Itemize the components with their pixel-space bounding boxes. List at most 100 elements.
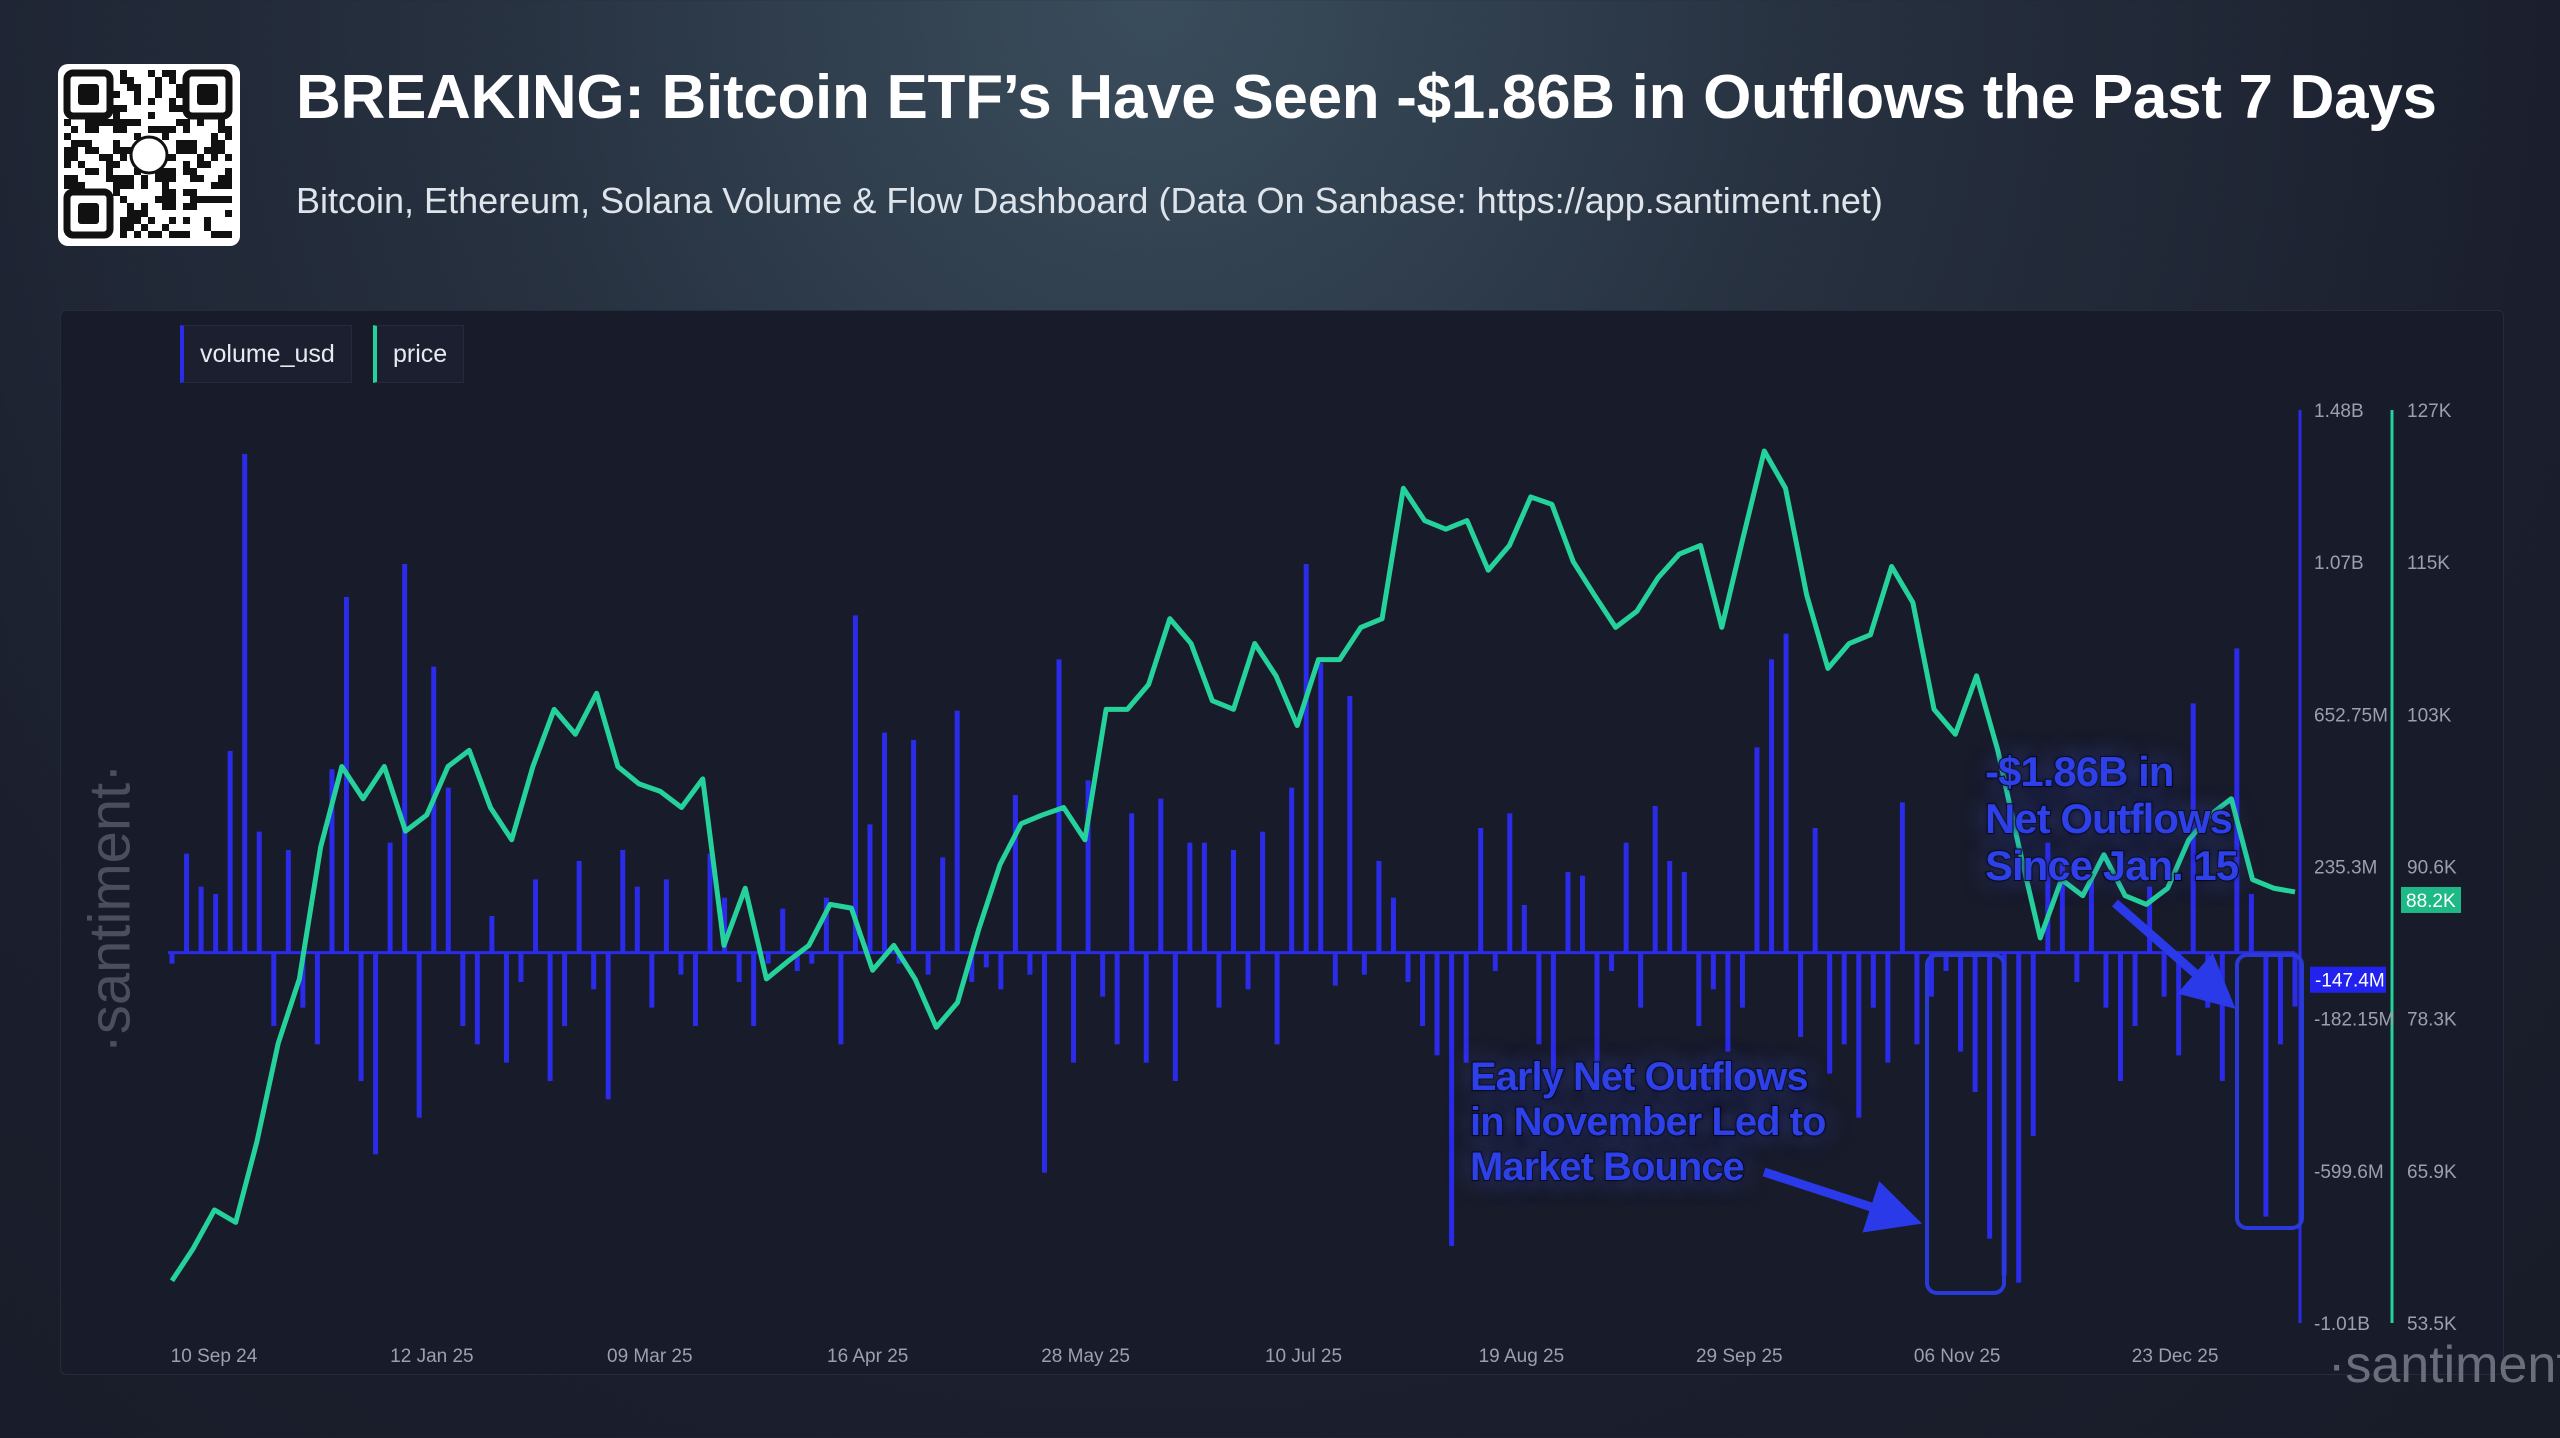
volume-bar: [1245, 952, 1251, 990]
qr-module: [183, 140, 190, 147]
volume-bar: [1725, 952, 1731, 1052]
volume-bar: [925, 952, 931, 975]
volume-bar: [1841, 952, 1847, 1045]
volume-bar: [460, 952, 466, 1026]
volume-bar: [1129, 813, 1135, 953]
qr-module: [162, 70, 169, 77]
annotation-line: Market Bounce: [1469, 1144, 1746, 1190]
volume-bar: [1812, 828, 1818, 953]
qr-module: [183, 231, 190, 238]
volume-bar: [474, 952, 480, 1045]
volume-bar: [678, 952, 684, 975]
qr-module: [127, 77, 134, 84]
qr-module: [106, 119, 113, 126]
volume-bar: [707, 853, 713, 953]
qr-module: [211, 154, 218, 161]
current-volume-tag-bg: [2310, 966, 2386, 993]
volume-bar: [1972, 952, 1978, 1092]
qr-module: [64, 119, 71, 126]
qr-module: [183, 161, 190, 168]
legend-price[interactable]: price: [373, 325, 465, 383]
current-volume-tag: -147.4M: [2315, 971, 2385, 992]
qr-finder-center: [197, 84, 218, 105]
qr-module: [190, 196, 197, 203]
qr-module: [176, 84, 183, 91]
qr-module: [71, 175, 78, 182]
volume-bar: [751, 952, 757, 1026]
price-tick-label: 90.6K: [2407, 858, 2457, 879]
volume-bar: [983, 952, 989, 968]
qr-module: [169, 154, 176, 161]
qr-module: [113, 91, 120, 98]
x-tick-label: 10 Sep 24: [171, 1346, 258, 1367]
volume-bar: [2103, 952, 2109, 1008]
qr-module: [225, 168, 232, 175]
santiment-logo-icon: [129, 135, 169, 175]
qr-module: [134, 231, 141, 238]
qr-module: [190, 140, 197, 147]
x-tick-label: 23 Dec 25: [2132, 1346, 2219, 1367]
qr-module: [120, 119, 127, 126]
volume-bar: [1696, 952, 1702, 1026]
qr-module: [197, 175, 204, 182]
volume-bar: [533, 879, 539, 953]
volume-bar: [416, 952, 422, 1118]
qr-module: [113, 161, 120, 168]
volume-bar: [1870, 952, 1876, 1008]
volume-bar: [2088, 879, 2094, 953]
qr-module: [127, 217, 134, 224]
qr-module: [176, 119, 183, 126]
x-tick-label: 29 Sep 25: [1696, 1346, 1783, 1367]
volume-bar: [1667, 861, 1673, 953]
volume-bar: [1114, 952, 1120, 1045]
qr-module: [225, 182, 232, 189]
qr-module: [120, 196, 127, 203]
volume-bar: [387, 842, 393, 953]
volume-bar: [1347, 696, 1353, 953]
volume-bar: [2292, 952, 2298, 1007]
qr-module: [134, 98, 141, 105]
volume-bar: [1928, 952, 1934, 997]
volume-bar: [1492, 952, 1498, 971]
qr-module: [211, 133, 218, 140]
qr-module: [197, 154, 204, 161]
price-tick-label: 78.3K: [2407, 1010, 2457, 1031]
qr-module: [127, 203, 134, 210]
qr-module: [169, 175, 176, 182]
volume-bar: [1361, 952, 1367, 975]
volume-bar: [1260, 831, 1266, 953]
volume-bar: [1507, 813, 1513, 953]
annotation-line: Since Jan. 15: [1984, 841, 2240, 890]
volume-bar: [1769, 659, 1775, 953]
volume-bar: [184, 853, 190, 953]
qr-module: [120, 224, 127, 231]
volume-bar: [213, 894, 219, 953]
volume-bar: [1943, 952, 1949, 971]
volume-bar: [838, 952, 844, 1045]
volume-bar: [649, 952, 655, 1008]
volume-bar: [1638, 952, 1644, 1008]
qr-module: [169, 217, 176, 224]
qr-module: [134, 210, 141, 217]
volume-bar: [1449, 952, 1455, 1246]
qr-module: [120, 231, 127, 238]
annotation-november: Early Net Outflows in November Led to Ma…: [1469, 1054, 1827, 1190]
volume-bar: [2132, 952, 2138, 1026]
volume-bar: [794, 952, 800, 971]
qr-module: [99, 154, 106, 161]
qr-module: [218, 231, 225, 238]
qr-module: [218, 182, 225, 189]
qr-module: [127, 84, 134, 91]
legend-volume-usd[interactable]: volume_usd: [180, 325, 352, 383]
volume-bar: [1827, 952, 1833, 1074]
x-tick-label: 19 Aug 25: [1479, 1346, 1565, 1367]
arrow-recent: [2112, 899, 2236, 1009]
price-tick-label: 127K: [2407, 401, 2452, 422]
volume-bar: [1885, 952, 1891, 1063]
volume-bar: [969, 952, 975, 982]
qr-finder-center: [78, 84, 99, 105]
qr-module: [113, 140, 120, 147]
price-line: [169, 448, 2296, 1283]
volume-bar: [300, 952, 306, 1008]
annotation-line: in November Led to: [1469, 1099, 1827, 1145]
